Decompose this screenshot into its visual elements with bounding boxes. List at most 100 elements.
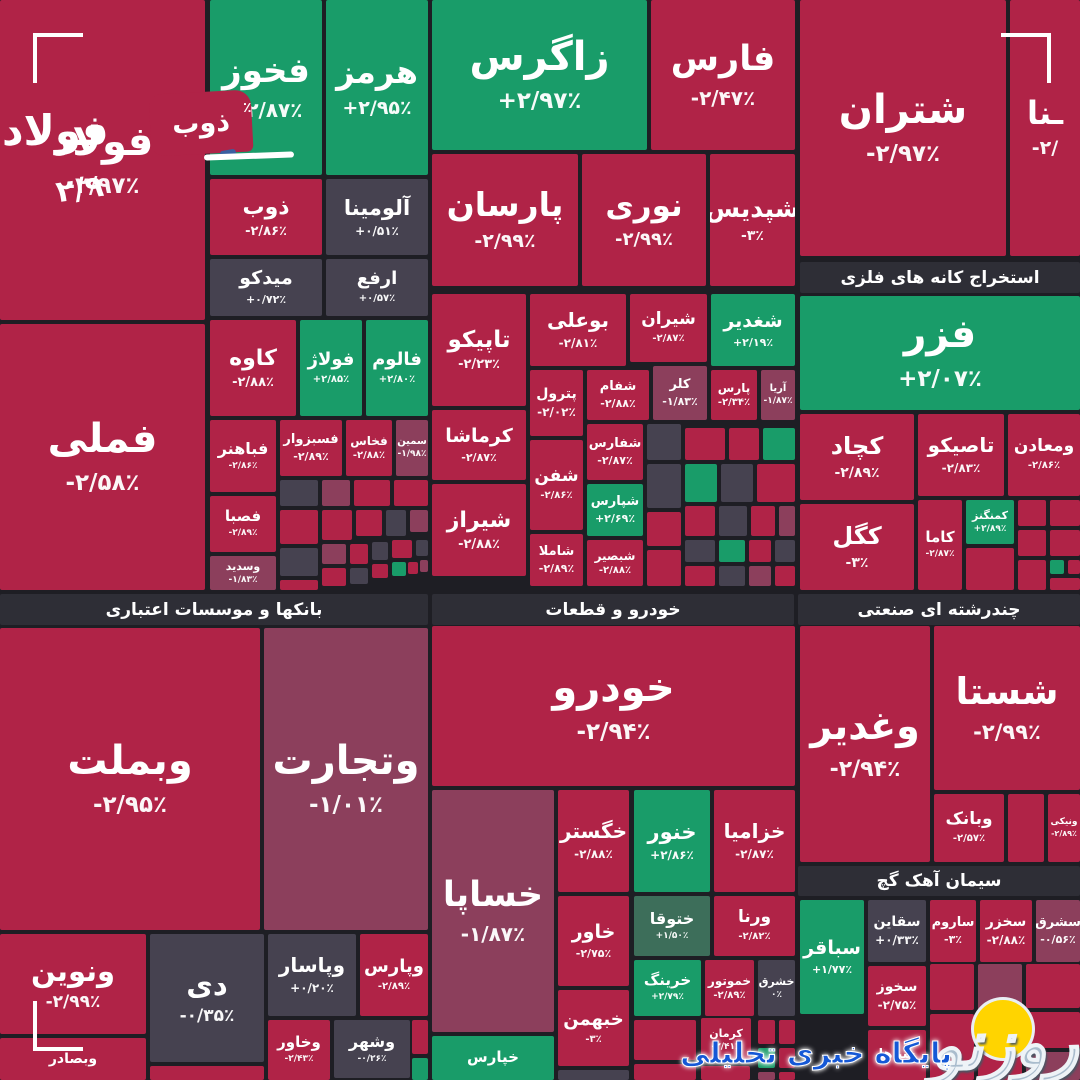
- mini-stock-tile[interactable]: [322, 510, 352, 540]
- mini-stock-tile[interactable]: [412, 1020, 428, 1054]
- stock-tile[interactable]: خرینگ +۲/۷۹٪: [634, 960, 701, 1016]
- stock-tile[interactable]: وبانک -۲/۵۷٪: [934, 794, 1004, 862]
- stock-tile[interactable]: فخاس -۲/۸۸٪: [346, 420, 392, 476]
- stock-tile[interactable]: آلومینا +۰/۵۱٪: [326, 179, 428, 255]
- stock-tile[interactable]: سپاها: [868, 1030, 926, 1080]
- stock-tile[interactable]: کاما -۲/۸۷٪: [918, 500, 962, 590]
- mini-stock-tile[interactable]: [758, 1020, 775, 1044]
- mini-stock-tile[interactable]: [685, 506, 715, 536]
- stock-tile[interactable]: ـنا -۲/: [1010, 0, 1080, 256]
- mini-stock-tile[interactable]: [634, 1064, 696, 1080]
- stock-tile[interactable]: شفن -۲/۸۶٪: [530, 440, 583, 530]
- mini-stock-tile[interactable]: [372, 564, 388, 578]
- mini-stock-tile[interactable]: [758, 1048, 775, 1068]
- mini-stock-tile[interactable]: [930, 964, 974, 1010]
- stock-tile[interactable]: کگل -۳٪: [800, 504, 914, 590]
- mini-stock-tile[interactable]: [779, 1072, 795, 1080]
- mini-stock-tile[interactable]: [412, 1058, 428, 1080]
- stock-tile[interactable]: فصبا -۲/۸۹٪: [210, 496, 276, 552]
- mini-stock-tile[interactable]: [386, 510, 406, 536]
- stock-tile[interactable]: خودرو -۲/۹۴٪: [432, 626, 795, 786]
- mini-stock-tile[interactable]: [719, 540, 745, 562]
- mini-stock-tile[interactable]: [356, 510, 382, 536]
- mini-stock-tile[interactable]: [758, 1072, 775, 1080]
- mini-stock-tile[interactable]: [322, 544, 346, 564]
- stock-tile[interactable]: سخزر -۲/۸۸٪: [980, 900, 1032, 962]
- mini-stock-tile[interactable]: [647, 424, 681, 460]
- stock-tile[interactable]: شغدیر +۲/۱۹٪: [711, 294, 795, 366]
- stock-tile[interactable]: ذوب -۲/۸۶٪: [210, 179, 322, 255]
- stock-tile[interactable]: فخوز +۲/۸۷٪: [210, 0, 322, 175]
- mini-stock-tile[interactable]: [751, 506, 775, 536]
- stock-tile[interactable]: شپدیس -۳٪: [710, 154, 795, 286]
- stock-tile[interactable]: وغدیر -۲/۹۴٪: [800, 626, 930, 862]
- stock-tile[interactable]: ختوقا +۱/۵۰٪: [634, 896, 710, 956]
- stock-tile[interactable]: وپارس -۲/۸۹٪: [360, 934, 428, 1016]
- mini-stock-tile[interactable]: [719, 566, 745, 586]
- mini-stock-tile[interactable]: [685, 566, 715, 586]
- stock-tile[interactable]: کرمان -۲/۴۱٪: [701, 1018, 751, 1062]
- stock-tile[interactable]: ورنا -۲/۸۲٪: [714, 896, 795, 956]
- stock-tile[interactable]: فولاژ +۲/۸۵٪: [300, 320, 362, 416]
- stock-tile[interactable]: شیران -۲/۸۷٪: [630, 294, 707, 362]
- stock-tile[interactable]: پارسان -۲/۹۹٪: [432, 154, 578, 286]
- mini-stock-tile[interactable]: [634, 1020, 696, 1060]
- stock-tile[interactable]: شتران -۲/۹۷٪: [800, 0, 1006, 256]
- mini-stock-tile[interactable]: [685, 540, 715, 562]
- stock-tile[interactable]: هرمز +۲/۹۵٪: [326, 0, 428, 175]
- stock-tile[interactable]: شاملا -۲/۸۹٪: [530, 534, 583, 586]
- mini-stock-tile[interactable]: [350, 544, 368, 564]
- stock-tile[interactable]: ونیکی -۲/۸۹٪: [1048, 794, 1080, 862]
- stock-tile[interactable]: شیراز -۲/۸۸٪: [432, 484, 526, 576]
- stock-tile[interactable]: پارس -۲/۳۴٪: [711, 370, 757, 420]
- mini-stock-tile[interactable]: [763, 428, 795, 460]
- mini-stock-tile[interactable]: [729, 428, 759, 460]
- mini-stock-tile[interactable]: [775, 566, 795, 586]
- stock-tile[interactable]: فملی -۲/۵۸٪: [0, 324, 205, 590]
- mini-stock-tile[interactable]: [408, 562, 418, 574]
- mini-stock-tile[interactable]: [354, 480, 390, 506]
- stock-tile[interactable]: خاور -۲/۷۵٪: [558, 896, 629, 986]
- mini-stock-tile[interactable]: [779, 1048, 795, 1068]
- stock-tile[interactable]: خنور +۲/۸۶٪: [634, 790, 710, 892]
- mini-stock-tile[interactable]: [779, 506, 795, 536]
- stock-tile[interactable]: خبهمن -۳٪: [558, 990, 629, 1066]
- mini-stock-tile[interactable]: [978, 964, 1022, 1010]
- mini-stock-tile[interactable]: [392, 540, 412, 558]
- mini-stock-tile[interactable]: [721, 464, 753, 502]
- mini-stock-tile[interactable]: [647, 550, 681, 586]
- stock-tile[interactable]: سقاین +۰/۳۳٪: [868, 900, 926, 962]
- stock-tile[interactable]: ونوین -۲/۹۹٪: [0, 934, 146, 1034]
- mini-stock-tile[interactable]: [558, 1070, 629, 1080]
- stock-tile[interactable]: تاصیکو -۲/۸۳٪: [918, 414, 1004, 496]
- mini-stock-tile[interactable]: [392, 562, 406, 576]
- stock-tile[interactable]: خزامیا -۲/۸۷٪: [714, 790, 795, 892]
- stock-tile[interactable]: ساروم -۳٪: [930, 900, 976, 962]
- mini-stock-tile[interactable]: [757, 464, 795, 502]
- mini-stock-tile[interactable]: [1018, 560, 1046, 590]
- stock-tile[interactable]: وخاور -۲/۴۳٪: [268, 1020, 330, 1080]
- mini-stock-tile[interactable]: [280, 510, 318, 544]
- mini-stock-tile[interactable]: [978, 1048, 1022, 1080]
- stock-tile[interactable]: فسبزوار -۲/۸۹٪: [280, 420, 342, 476]
- mini-stock-tile[interactable]: [420, 560, 428, 572]
- mini-stock-tile[interactable]: [280, 580, 318, 590]
- stock-tile[interactable]: نوری -۲/۹۹٪: [582, 154, 706, 286]
- stock-tile[interactable]: ارفع +۰/۵۷٪: [326, 259, 428, 316]
- mini-stock-tile[interactable]: [779, 1020, 795, 1044]
- mini-stock-tile[interactable]: [749, 540, 771, 562]
- mini-stock-tile[interactable]: [1026, 1012, 1080, 1048]
- stock-tile[interactable]: سشرق -۰/۵۶٪: [1036, 900, 1080, 962]
- stock-tile[interactable]: فزر +۲/۰۷٪: [800, 296, 1080, 410]
- stock-tile[interactable]: کمنگنز +۲/۸۹٪: [966, 500, 1014, 544]
- stock-tile[interactable]: سباقر +۱/۷۷٪: [800, 900, 864, 1014]
- stock-tile[interactable]: شبصیر -۲/۸۸٪: [587, 540, 643, 586]
- mini-stock-tile[interactable]: [410, 510, 428, 532]
- stock-tile[interactable]: دی -۰/۳۵٪: [150, 934, 264, 1062]
- mini-stock-tile[interactable]: [1008, 794, 1044, 862]
- stock-tile[interactable]: پترول -۲/۰۲٪: [530, 370, 583, 436]
- mini-stock-tile[interactable]: [930, 1014, 974, 1080]
- mini-stock-tile[interactable]: [322, 568, 346, 586]
- stock-tile[interactable]: سمین -۱/۹۸٪: [396, 420, 428, 476]
- stock-tile[interactable]: شپارس +۲/۶۹٪: [587, 484, 643, 536]
